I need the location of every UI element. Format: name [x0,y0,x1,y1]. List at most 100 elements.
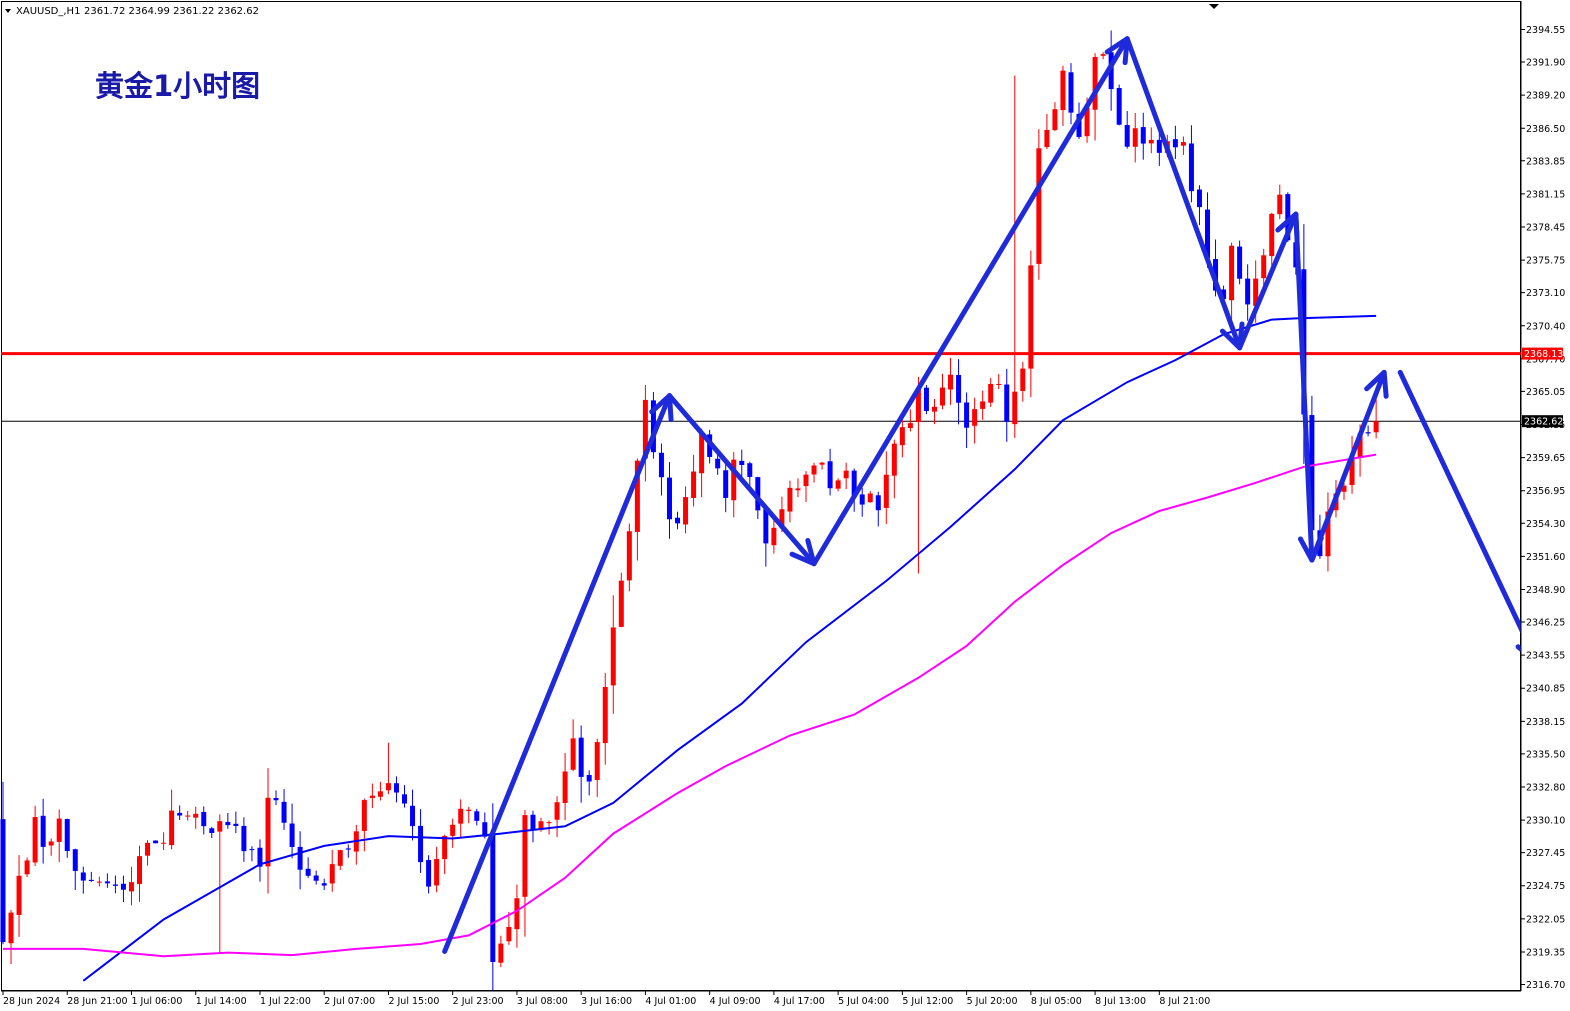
candle[interactable] [72,848,78,890]
candle[interactable] [185,810,191,821]
candle[interactable] [883,451,889,524]
candle[interactable] [819,462,825,470]
candle[interactable] [1004,368,1010,442]
candle[interactable] [40,798,46,864]
candle[interactable] [1229,242,1235,330]
candle[interactable] [996,374,1002,390]
candle[interactable] [602,672,608,765]
candle[interactable] [803,471,809,502]
candle[interactable] [257,839,263,882]
candle[interactable] [1188,125,1194,203]
candle[interactable] [177,805,183,820]
candle[interactable] [675,511,681,530]
candle[interactable] [369,783,375,809]
candle[interactable] [739,449,745,479]
candle[interactable] [474,808,480,826]
candle[interactable] [161,832,167,850]
candle[interactable] [1237,240,1243,285]
candle[interactable] [137,845,143,902]
candle[interactable] [1365,425,1371,437]
candle[interactable] [988,377,994,407]
candle[interactable] [305,857,311,878]
candle[interactable] [426,855,432,894]
candle[interactable] [578,725,584,803]
candle[interactable] [731,452,737,518]
candle[interactable] [642,384,648,482]
candle[interactable] [650,391,656,459]
candle[interactable] [64,818,70,858]
candle[interactable] [145,840,151,866]
candle[interactable] [1060,65,1066,126]
candle[interactable] [1020,361,1026,402]
candle[interactable] [964,392,970,448]
candle[interactable] [972,397,978,444]
candle[interactable] [88,871,94,882]
candle[interactable] [32,805,38,866]
candle[interactable] [120,875,126,903]
candle[interactable] [225,812,231,829]
candle[interactable] [851,468,857,512]
candle[interactable] [956,359,962,425]
candle[interactable] [859,487,865,517]
candle[interactable] [313,870,319,885]
candle[interactable] [273,790,279,806]
candle[interactable] [193,806,199,829]
candle[interactable] [610,595,616,714]
candle[interactable] [442,834,448,875]
candle[interactable] [594,738,600,797]
candle[interactable] [626,523,632,592]
candle[interactable] [233,811,239,834]
candle[interactable] [1148,127,1154,154]
candle[interactable] [1269,212,1275,274]
candle[interactable] [249,846,255,862]
candle[interactable] [1180,136,1186,155]
candle[interactable] [506,911,512,945]
candle[interactable] [289,803,295,859]
candle[interactable] [1277,184,1283,220]
candle[interactable] [1068,63,1074,125]
candle[interactable] [683,486,689,534]
candle[interactable] [418,809,424,873]
candle[interactable] [554,796,560,838]
candle[interactable] [265,768,271,894]
candle[interactable] [201,806,207,835]
candle[interactable] [699,428,705,498]
candle[interactable] [393,776,399,803]
candle[interactable] [458,799,464,838]
candle[interactable] [1349,435,1355,494]
candle[interactable] [867,491,873,503]
candle[interactable] [16,855,22,937]
candle[interactable] [891,439,897,499]
candle[interactable] [1052,102,1058,132]
candle[interactable] [482,812,488,839]
candle[interactable] [1341,482,1347,500]
candle[interactable] [498,935,504,968]
candle[interactable] [361,798,367,852]
candle[interactable] [723,463,729,513]
candle[interactable] [980,390,986,420]
candle[interactable] [586,770,592,796]
candle[interactable] [843,462,849,489]
candle[interactable] [8,910,14,964]
candle[interactable] [1172,125,1178,159]
candle[interactable] [56,809,62,863]
candle[interactable] [281,789,287,830]
candle[interactable] [402,785,407,808]
candle[interactable] [899,413,905,458]
candle[interactable] [217,814,223,953]
candle[interactable] [1245,264,1251,321]
candle[interactable] [931,398,937,425]
candle[interactable] [377,781,383,801]
candle[interactable] [80,866,86,894]
candle[interactable] [466,806,472,824]
candle[interactable] [915,376,921,574]
candle[interactable] [666,462,672,539]
candle[interactable] [514,884,520,948]
candle[interactable] [297,831,303,890]
candle[interactable] [1196,185,1202,226]
candle[interactable] [827,448,833,496]
candle[interactable] [1140,112,1146,160]
candle[interactable] [618,572,624,628]
candle[interactable] [940,373,946,410]
candle[interactable] [658,443,664,496]
